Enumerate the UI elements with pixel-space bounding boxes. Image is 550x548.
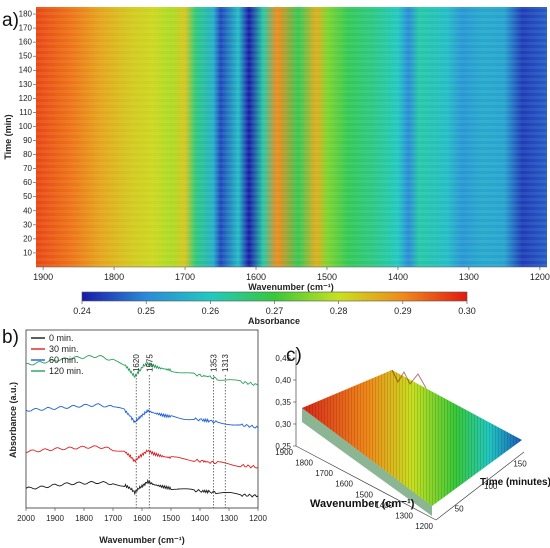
surface-x-tick-label: 1300: [395, 511, 413, 520]
colorbar-label: Absorbance: [248, 316, 300, 326]
colorbar-tick-label: 0.29: [394, 306, 412, 316]
line-plot-x-axis: 2000 1900 1800 1700 1600 1500 1400 1300 1200: [17, 508, 267, 523]
legend-label: 30 min.: [49, 344, 79, 354]
annotation-label: 1353: [210, 354, 219, 372]
surface-x-tick-label: 1500: [355, 490, 373, 499]
heatmap-y-tick-label: 50: [23, 192, 32, 201]
heatmap-y-tick-label: 70: [23, 164, 32, 173]
series-line: [25, 445, 259, 469]
heatmap-y-tick-label: 60: [23, 178, 32, 187]
heatmap-y-tick-label: 170: [19, 24, 33, 33]
surface-x-tick-label: 1900: [275, 448, 293, 457]
heatmap-x-tick-label: 1600: [246, 272, 266, 282]
heatmap-x-axis-title: Wavenumber (cm⁻¹): [248, 282, 333, 292]
heatmap-x-tick-label: 1900: [33, 272, 53, 282]
colorbar-tick-label: 0.26: [202, 306, 220, 316]
surface-front-face: [302, 408, 432, 516]
line-plot-x-tick-label: 1500: [162, 514, 180, 523]
heatmap-x-tick-label: 1500: [317, 272, 337, 282]
surface-z-tick-label: 0,30: [275, 420, 291, 429]
heatmap-y-tick-label: 140: [19, 66, 33, 75]
heatmap-y-tick-label: 130: [19, 80, 33, 89]
line-plot-x-tick-label: 1800: [75, 514, 93, 523]
surface-x-tick-label: 1200: [415, 522, 433, 531]
heatmap-y-tick-label: 80: [23, 150, 32, 159]
heatmap-y-tick-label: 120: [19, 94, 33, 103]
colorbar-axis: 0.24 0.25 0.26 0.27 0.28 0.29 0.30: [73, 301, 476, 316]
surface-y-tick-label: 50: [455, 505, 464, 514]
series-line: [25, 403, 259, 429]
heatmap-texture: [36, 7, 547, 267]
annotation-label: 1575: [145, 354, 154, 372]
legend-label: 60 min.: [49, 355, 79, 365]
heatmap-y-tick-label: 110: [19, 108, 32, 117]
heatmap-y-tick-label: 30: [23, 220, 32, 229]
heatmap-x-tick-label: 1300: [459, 272, 479, 282]
colorbar-tick-label: 0.25: [137, 306, 155, 316]
surface-x-tick-label: 1600: [335, 480, 353, 489]
surface-x-axis: [295, 445, 437, 521]
line-plot-y-axis-title: Absorbance (a.u.): [8, 382, 18, 458]
heatmap-x-axis: 1900 1800 1700 1600 1500 1400 1300 1200: [33, 266, 550, 282]
surface-y-axis: [435, 451, 525, 521]
colorbar-tick-label: 0.27: [266, 306, 284, 316]
panel-b-label: b): [2, 327, 19, 348]
line-plot-x-axis-title: Wavenumber (cm⁻¹): [99, 535, 184, 545]
heatmap-y-tick-label: 20: [23, 234, 32, 243]
annotation-label: 1620: [132, 354, 141, 372]
line-plot-x-tick-label: 1400: [191, 514, 209, 523]
colorbar-tick-label: 0.24: [73, 306, 91, 316]
surface-z-ticks: 0,25 0,30 0,35 0,40 0,45: [275, 354, 296, 451]
surface-x-axis-title: Wavenumber (cm⁻¹): [310, 498, 415, 510]
legend-label: 0 min.: [49, 333, 74, 343]
heatmap-x-tick-label: 1400: [388, 272, 408, 282]
line-plot-legend: 0 min.30 min.60 min.120 min.: [31, 333, 84, 376]
surface-y-tick-label: 150: [513, 459, 527, 468]
surface-z-tick-label: 0,40: [275, 376, 291, 385]
surface-z-tick-label: 0,45: [275, 354, 291, 363]
heatmap-x-tick-label: 1800: [104, 272, 124, 282]
surface-ridges: [302, 370, 522, 506]
heatmap-y-tick-label: 160: [19, 38, 33, 47]
panel-c-label: c): [286, 345, 302, 366]
heatmap-y-axis: 10 20 30 40 50 60 70 80 90 100 110 120 130 140 150 160 1…: [19, 10, 36, 257]
heatmap-y-axis-title: Time (min): [3, 114, 13, 159]
surface-x-tick-label: 1400: [375, 501, 393, 510]
series-line: [25, 355, 259, 386]
line-plot-x-tick-label: 1600: [133, 514, 151, 523]
line-plot-x-tick-label: 1900: [46, 514, 64, 523]
series-line: [25, 478, 259, 498]
heatmap-y-tick-label: 150: [19, 52, 33, 61]
surface-z-tick-label: 0,25: [275, 442, 291, 451]
surface-z-tick-label: 0,35: [275, 398, 291, 407]
line-plot-x-tick-label: 1700: [104, 514, 122, 523]
line-plot-x-tick-label: 2000: [17, 514, 35, 523]
line-plot-annotations: 1620 1575 1353 1313: [132, 354, 230, 508]
heatmap-y-tick-label: 90: [23, 136, 32, 145]
surface-x-tick-label: 1800: [295, 459, 313, 468]
line-plot-x-tick-label: 1300: [220, 514, 238, 523]
surface-y-tick-label: 100: [484, 482, 498, 491]
surface-y-axis-title: Time (minutes): [480, 477, 550, 488]
heatmap-x-tick-label: 1700: [175, 272, 195, 282]
surface-3d: [302, 369, 522, 516]
heatmap-x-tick-label: 1200: [530, 272, 550, 282]
surface-y-ticks: 50 100 150: [455, 459, 528, 513]
heatmap-y-tick-label: 40: [23, 206, 32, 215]
colorbar: [81, 291, 468, 302]
heatmap-y-tick-label: 180: [19, 10, 33, 19]
colorbar-tick-label: 0.30: [458, 306, 476, 316]
heatmap-y-tick-label: 100: [19, 122, 33, 131]
line-plot-series: [25, 355, 259, 498]
annotation-label: 1313: [221, 354, 230, 372]
line-plot-x-tick-label: 1200: [249, 514, 267, 523]
surface-x-tick-label: 1700: [315, 469, 333, 478]
panel-a-label: a): [2, 10, 19, 31]
heatmap-y-tick-label: 10: [23, 248, 32, 257]
colorbar-tick-label: 0.28: [330, 306, 348, 316]
surface-peaks: [391, 369, 427, 389]
legend-label: 120 min.: [49, 366, 84, 376]
